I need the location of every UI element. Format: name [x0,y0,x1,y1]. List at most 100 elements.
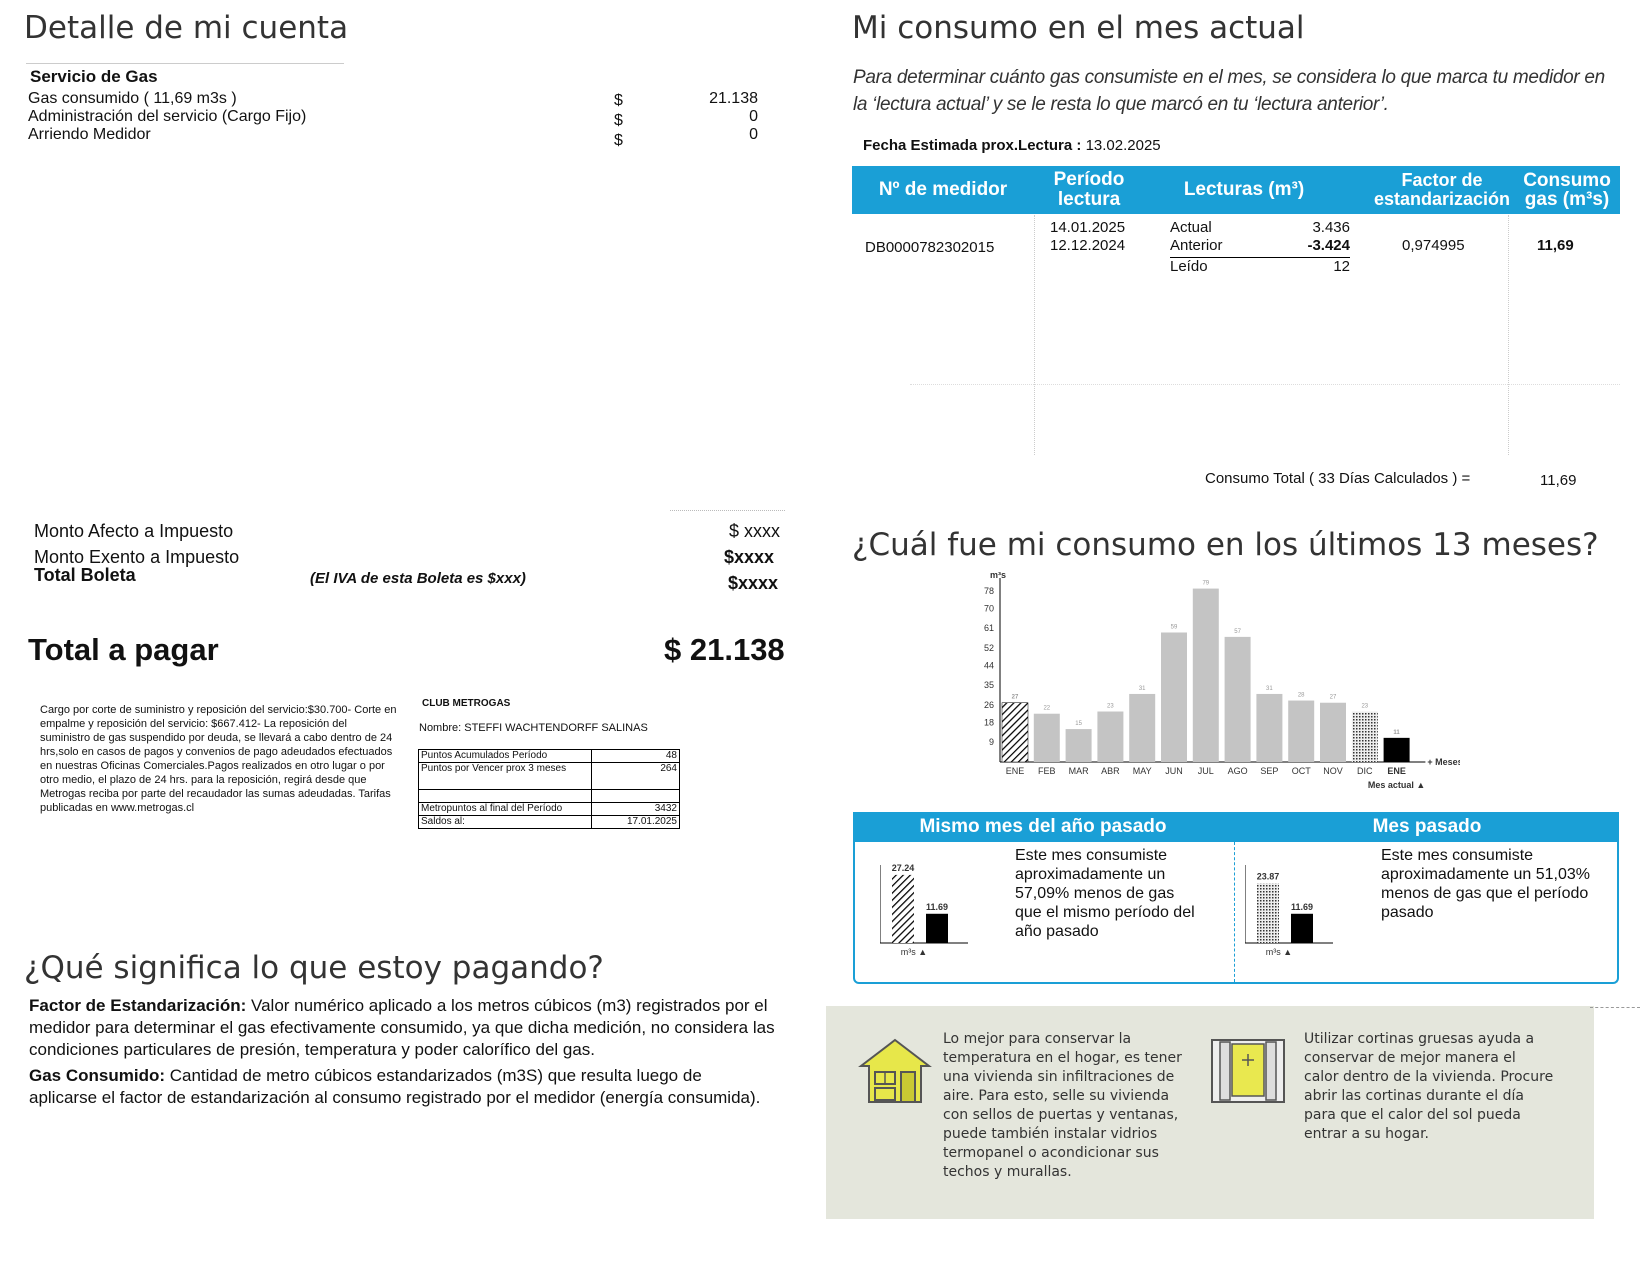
chart-bar [1320,702,1346,762]
anterior-value: -3.424 [1307,237,1350,254]
title-divider [26,63,344,64]
chart-bar [1256,693,1283,762]
charge-currency: $ [614,132,623,149]
consumo-total-value: 11,69 [1540,472,1577,489]
column-divider [1034,215,1035,455]
gas-term: Gas Consumido: [29,1066,166,1085]
charges-list: Gas consumido ( 11,69 m3s ) $ 21.138 Adm… [28,90,758,149]
charge-row: Administración del servicio (Cargo Fijo)… [28,108,758,129]
points-label [418,789,592,803]
chart-bar [1224,636,1251,762]
mismo-mes-mini-chart: 27.24 11.69 m³s ▲ [880,863,968,957]
charge-currency: $ [614,92,623,109]
chart-bar [1001,702,1029,763]
factor-value: 0,974995 [1402,237,1465,254]
cargo-text: Cargo por corte de suministro y reposici… [40,704,397,814]
points-value: 17.01.2025 [591,815,680,829]
detail-title: Detalle de mi cuenta [24,10,349,46]
x-tick-label: ENE [1387,766,1406,776]
fecha-prox-lectura: Fecha Estimada prox.Lectura : 13.02.2025 [863,137,1161,154]
y-axis-label: m³s [990,572,1006,580]
table-row: Metropuntos al final del Período 3432 [418,802,680,816]
fecha-actual: 14.01.2025 [1050,219,1126,236]
x-tick-label: OCT [1292,766,1312,776]
x-tick-label: MAY [1133,766,1152,776]
significa-title: ¿Qué significa lo que estoy pagando? [24,950,604,986]
total-pagar-value: $ 21.138 [664,632,785,667]
header-lecturas: Lecturas (m³) [1183,179,1305,200]
x-tick-label: ENE [1006,766,1025,776]
comparison-panel [853,812,1619,984]
mismo-mes-title: Mismo mes del año pasado [919,816,1167,837]
header-consumo: Consumo gas (m³s) [1523,170,1611,210]
charge-currency: $ [614,112,623,129]
lectura-actual-row: Actual 3.436 [1170,219,1350,236]
gas-definition: Gas Consumido: Cantidad de metro cúbicos… [29,1065,769,1109]
monto-exento-value: $xxxx [724,547,775,567]
y-tick-label: 44 [984,660,994,670]
chart-bar [1129,693,1156,762]
bar-value-label: 28 [1298,693,1305,699]
chart-bar [1033,713,1060,762]
y-tick-label: 18 [984,717,994,727]
monto-exento-label: Monto Exento a Impuesto [34,547,240,567]
charge-amount: 21.138 [709,90,758,107]
house-icon [858,1038,932,1103]
charge-amount: 0 [749,126,758,143]
tips-dashed-edge [1590,1007,1640,1008]
fecha-label: Fecha Estimada prox.Lectura : [863,137,1082,154]
bar-value-label: 59 [1171,624,1178,630]
consumo-value: 11,69 [1537,237,1574,254]
anterior-label: Anterior [1170,237,1223,254]
mini-bar [1257,883,1279,943]
leido-label: Leído [1170,258,1208,275]
mes-pasado-title: Mes pasado [1372,816,1482,837]
tip-text-1: Lo mejor para conservar la temperatura e… [943,1031,1182,1180]
club-title: CLUB METROGAS [422,698,511,709]
mini-bar [1291,913,1313,943]
bar-value-label: 27 [1330,695,1337,701]
bar-value-label: 27 [1012,695,1019,701]
x-tick-label: NOV [1323,766,1343,776]
mini-bar-value: 11.69 [1291,902,1313,912]
table-row: Puntos por Vencer prox 3 meses 264 [418,762,680,790]
charge-label: Arriendo Medidor [28,126,151,143]
comparison-header: Mismo mes del año pasado Mes pasado [853,812,1619,982]
total-boleta-value: $xxxx [728,573,779,593]
column-divider [1508,215,1509,455]
x-tick-label: FEB [1038,766,1056,776]
charge-row: Arriendo Medidor $ 0 [28,126,758,149]
mini-bar-value: 27.24 [892,863,915,873]
y-tick-label: 70 [984,603,994,613]
consumo-total-label: Consumo Total ( 33 Días Calculados ) = [1205,470,1471,487]
header-periodo: Período lectura [1053,169,1125,210]
table-row [418,789,680,803]
mes-pasado-text: Este mes consumiste aproximadamente un 5… [1381,847,1591,921]
x-tick-label: DIC [1357,766,1373,776]
lectura-leido-row: Leído 12 [1170,257,1350,275]
table-row: Saldos al: 17.01.2025 [418,815,680,829]
lectura-anterior-row: Anterior -3.424 [1170,237,1350,254]
points-label: Puntos por Vencer prox 3 meses [418,762,592,790]
dotted-separator [670,510,785,511]
row-divider [910,384,1620,385]
charge-label: Administración del servicio (Cargo Fijo) [28,108,307,125]
x-tick-label: SEP [1260,766,1278,776]
mes-pasado-mini-chart: 23.87 11.69 m³s ▲ [1245,865,1333,957]
y-tick-label: 26 [984,700,994,710]
bar-value-label: 11 [1393,730,1400,736]
actual-value: 3.436 [1312,219,1350,236]
x-axis-label: + Meses [1427,757,1460,767]
x-tick-label: ABR [1101,766,1120,776]
bar-value-label: 79 [1202,581,1209,587]
fecha-value: 13.02.2025 [1085,137,1161,154]
factor-definition: Factor de Estandarización: Valor numéric… [29,995,799,1061]
points-value [591,789,680,803]
mini-bar-value: 11.69 [926,902,948,912]
meter-table-header: Nº de medidor Período lectura Lecturas (… [852,166,1620,214]
chart-bar [1288,700,1315,762]
x-tick-label: MAR [1069,766,1090,776]
bar-value-label: 23 [1107,704,1114,710]
bar-value-label: 23 [1361,704,1368,710]
tips-panel [826,1006,1594,1219]
